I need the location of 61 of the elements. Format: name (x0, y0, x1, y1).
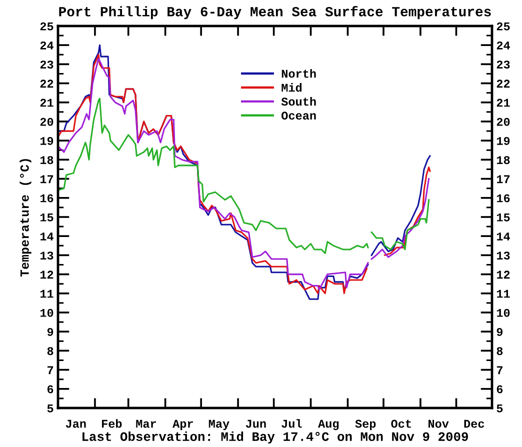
legend-label: North (282, 69, 316, 78)
x-tick-label: Sep (355, 420, 376, 430)
y-tick-label: 12 (40, 270, 54, 279)
y2-tick-label: 8 (496, 347, 503, 356)
y-tick-label: 20 (40, 118, 54, 126)
y-tick-label: 11 (40, 290, 54, 298)
x-tick-label: Aug (318, 420, 339, 430)
y2-tick-label: 25 (496, 22, 510, 30)
y-tick-label: 9 (47, 328, 54, 336)
x-tick-label: Jun (246, 420, 266, 428)
y-tick-label: 13 (40, 252, 54, 260)
y2-tick-label: 11 (496, 290, 510, 298)
y2-tick-label: 12 (496, 270, 510, 279)
y-tick-label: 24 (40, 41, 54, 50)
y-tick-label: 5 (47, 404, 54, 412)
y2-tick-label: 7 (496, 366, 502, 374)
y2-tick-label: 15 (496, 214, 510, 222)
y-tick-label: 17 (40, 175, 54, 184)
y2-tick-label: 24 (496, 41, 510, 50)
x-tick-label: Nov (428, 420, 449, 428)
y-tick-label: 25 (40, 22, 54, 30)
x-tick-label: Mar (136, 420, 156, 428)
y2-tick-label: 21 (496, 98, 510, 107)
x-tick-label: Oct (391, 420, 411, 428)
y-tick-label: 21 (40, 98, 54, 107)
y-tick-label: 10 (40, 308, 54, 317)
y-tick-label: 14 (40, 232, 54, 240)
x-tick-label: Dec (464, 420, 484, 428)
x-tick-label: Jul (282, 419, 302, 428)
y-tick-label: 16 (40, 194, 54, 202)
y2-tick-label: 16 (496, 194, 510, 202)
x-tick-label: Feb (102, 419, 122, 428)
y-tick-label: 15 (40, 214, 54, 222)
legend-label: Mid (282, 83, 302, 92)
y-tick-label: 18 (40, 156, 54, 164)
x-axis-title: Last Observation: Mid Bay 17.4°C on Mon Nov 9 2009 (82, 432, 468, 444)
y-axis-title: Temperature (°C) (20, 159, 32, 277)
y2-tick-label: 19 (496, 136, 510, 145)
y2-tick-label: 14 (496, 232, 510, 240)
x-tick-label: May (208, 420, 230, 430)
y2-tick-label: 20 (496, 118, 510, 126)
x-tick-label: Jan (66, 420, 86, 428)
y-tick-label: 7 (48, 366, 54, 374)
legend-label: South (281, 97, 316, 106)
y2-tick-label: 18 (496, 156, 510, 164)
y2-tick-label: 22 (496, 80, 510, 88)
x-tick-label: Apr (172, 420, 193, 430)
y-tick-label: 6 (47, 385, 54, 394)
y2-tick-label: 10 (496, 308, 510, 317)
y-tick-label: 19 (40, 136, 54, 145)
y-tick-label: 8 (47, 347, 54, 356)
y-tick-label: 23 (40, 60, 54, 69)
y2-tick-label: 23 (496, 60, 510, 69)
y2-tick-label: 13 (496, 252, 510, 260)
y2-tick-label: 6 (496, 385, 503, 394)
legend-label: Ocean (282, 112, 316, 120)
y2-tick-label: 9 (496, 328, 503, 336)
y-tick-label: 22 (40, 80, 54, 88)
y2-tick-label: 17 (496, 175, 510, 184)
y2-tick-label: 5 (496, 404, 503, 412)
chart-title: Port Phillip Bay 6-Day Mean Sea Surface Temperatures (59, 6, 491, 20)
